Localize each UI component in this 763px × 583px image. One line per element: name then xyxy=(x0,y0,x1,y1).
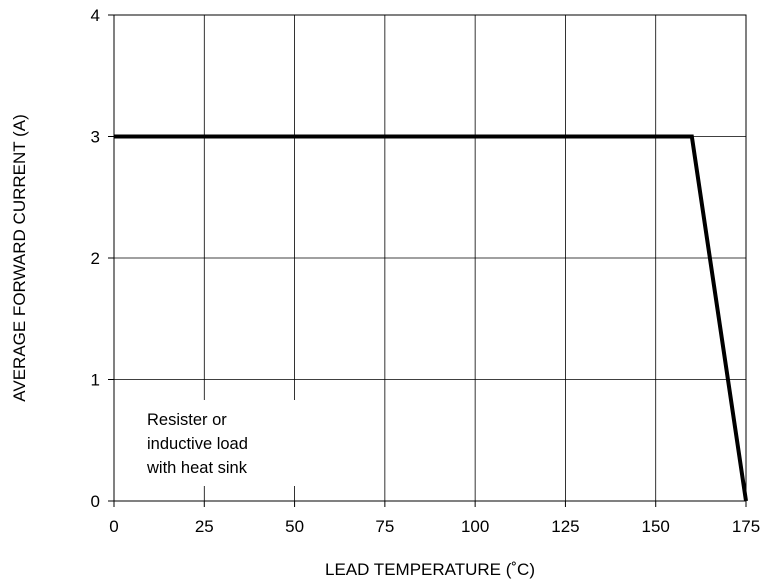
y-tick-label: 4 xyxy=(91,6,100,25)
x-tick-label: 25 xyxy=(195,517,214,536)
series-layer xyxy=(114,134,748,502)
y-tick-label: 1 xyxy=(91,371,100,390)
y-tick-label: 3 xyxy=(91,128,100,147)
x-tick-label: 175 xyxy=(732,517,760,536)
y-axis-ticks: 0 1 2 3 4 xyxy=(91,6,114,511)
x-axis-label: LEAD TEMPERATURE (˚C) xyxy=(325,560,535,579)
x-tick-label: 75 xyxy=(375,517,394,536)
x-tick-label: 150 xyxy=(642,517,670,536)
x-axis-ticks: 0 25 50 75 100 125 150 175 xyxy=(109,501,760,536)
x-tick-label: 50 xyxy=(285,517,304,536)
annotation-line-1: Resister or xyxy=(147,411,227,429)
y-tick-label: 2 xyxy=(91,249,100,268)
derating-curve-line xyxy=(114,134,748,502)
annotation-line-2: inductive load xyxy=(147,435,248,453)
y-axis-label: AVERAGE FORWARD CURRENT (A) xyxy=(10,114,29,401)
x-tick-label: 0 xyxy=(109,517,118,536)
x-tick-label: 125 xyxy=(551,517,579,536)
annotation-background xyxy=(135,400,295,486)
y-tick-label: 0 xyxy=(91,492,100,511)
annotation-line-3: with heat sink xyxy=(146,459,248,477)
x-tick-label: 100 xyxy=(461,517,489,536)
annotation-box: Resister or inductive load with heat sin… xyxy=(135,400,295,486)
